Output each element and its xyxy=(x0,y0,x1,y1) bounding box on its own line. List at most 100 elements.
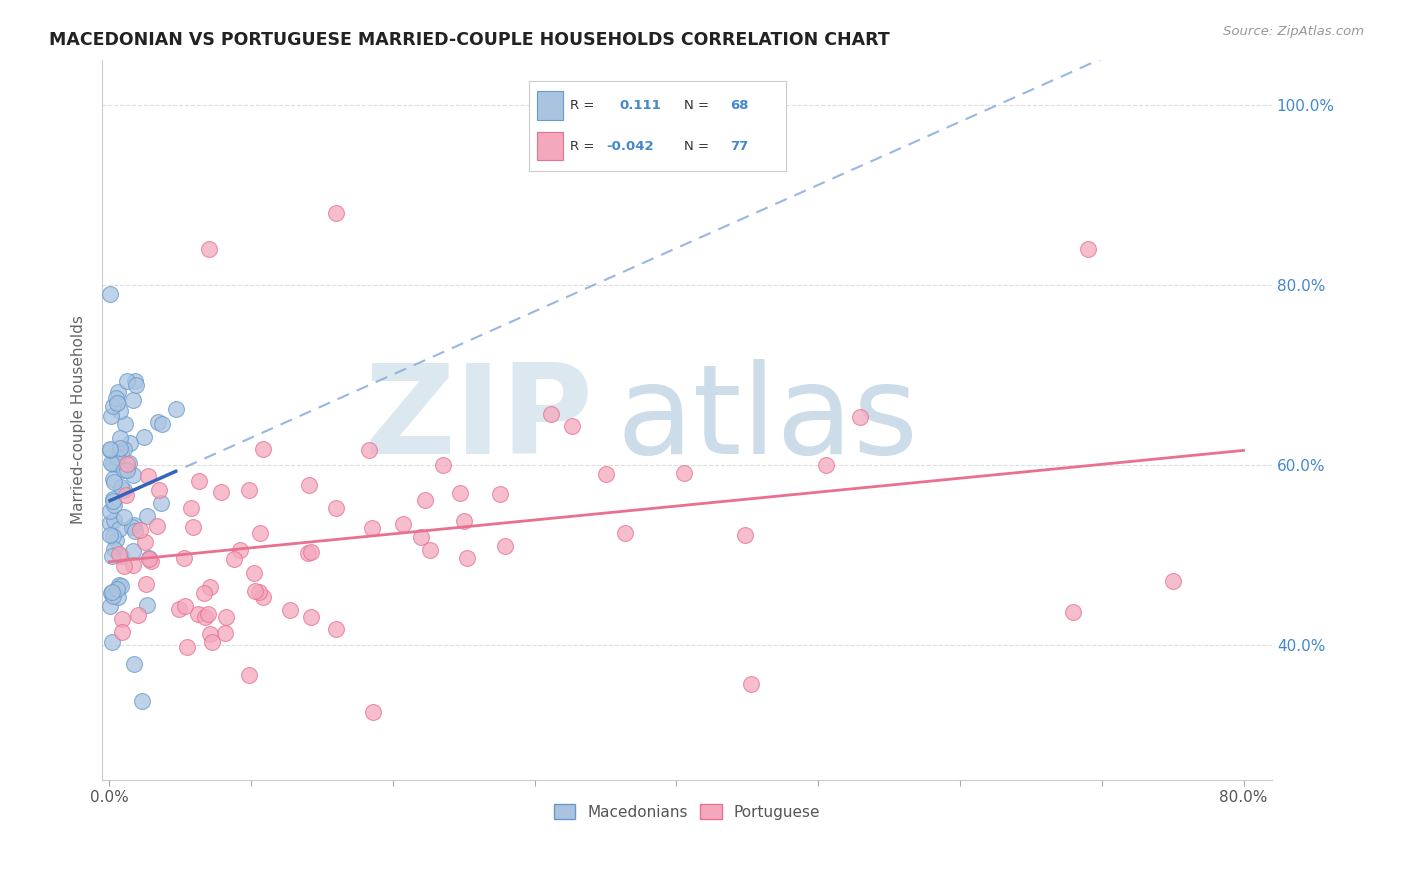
Point xyxy=(198,580,221,594)
Point xyxy=(115,457,138,471)
Text: ZIP: ZIP xyxy=(364,359,593,480)
Point xyxy=(187,607,209,622)
Point xyxy=(100,586,122,600)
Legend: Macedonians, Portuguese: Macedonians, Portuguese xyxy=(548,798,827,826)
Point xyxy=(98,442,121,457)
Point xyxy=(419,542,441,557)
Point xyxy=(121,520,143,534)
Point xyxy=(453,515,475,529)
Point xyxy=(100,442,122,457)
Point xyxy=(122,543,145,558)
Point xyxy=(105,396,128,410)
Point xyxy=(194,609,217,624)
Point xyxy=(128,524,150,538)
Point xyxy=(110,579,132,593)
Point xyxy=(108,404,131,418)
Point xyxy=(278,603,301,617)
Point xyxy=(173,551,195,566)
Point xyxy=(357,442,380,457)
Point xyxy=(815,458,838,473)
Point xyxy=(127,608,149,623)
Point xyxy=(432,458,454,472)
Point xyxy=(849,409,872,424)
Point xyxy=(115,463,138,477)
Point xyxy=(124,375,146,389)
Point xyxy=(131,693,153,707)
Point xyxy=(100,528,122,542)
Point xyxy=(1077,242,1099,256)
Point xyxy=(135,598,157,612)
Point xyxy=(124,524,146,538)
Point xyxy=(247,584,270,599)
Point xyxy=(101,589,124,603)
Point xyxy=(105,391,128,405)
Point xyxy=(411,530,433,544)
Point xyxy=(103,475,125,490)
Point xyxy=(136,468,159,483)
Point xyxy=(103,498,125,512)
Point xyxy=(176,640,198,654)
Point xyxy=(165,402,187,417)
Point xyxy=(120,435,142,450)
Point xyxy=(249,526,271,541)
Point xyxy=(229,542,252,557)
Point xyxy=(672,467,695,481)
Point xyxy=(238,667,260,681)
Point xyxy=(488,487,510,501)
Text: atlas: atlas xyxy=(617,359,920,480)
Point xyxy=(98,504,121,518)
Point xyxy=(101,493,124,508)
Point xyxy=(101,549,124,564)
Point xyxy=(98,516,121,530)
Point xyxy=(494,539,516,553)
Point xyxy=(121,558,143,572)
Point xyxy=(134,430,156,444)
Point xyxy=(734,528,756,542)
Point xyxy=(103,472,125,486)
Point xyxy=(110,446,132,460)
Point xyxy=(121,468,143,483)
Point xyxy=(141,554,163,568)
Point xyxy=(148,415,170,429)
Point xyxy=(107,547,129,561)
Point xyxy=(115,488,138,502)
Point xyxy=(413,492,436,507)
Point xyxy=(101,457,124,471)
Point xyxy=(111,625,134,640)
Point xyxy=(197,607,219,622)
Point xyxy=(325,500,347,515)
Point xyxy=(118,456,141,470)
Point xyxy=(122,518,145,533)
Point xyxy=(135,508,157,523)
Point xyxy=(98,599,121,613)
Point xyxy=(187,474,209,488)
Point xyxy=(100,409,122,423)
Point xyxy=(103,513,125,527)
Point xyxy=(148,483,170,498)
Point xyxy=(105,450,128,464)
Point xyxy=(1161,574,1184,589)
Point xyxy=(222,552,245,566)
Point xyxy=(112,463,135,477)
Point xyxy=(299,544,322,558)
Point xyxy=(98,286,121,301)
Point xyxy=(197,242,219,256)
Text: Source: ZipAtlas.com: Source: ZipAtlas.com xyxy=(1223,25,1364,38)
Point xyxy=(169,602,191,616)
Point xyxy=(115,374,138,388)
Point xyxy=(252,442,274,457)
Point xyxy=(105,533,128,547)
Y-axis label: Married-couple Households: Married-couple Households xyxy=(72,315,86,524)
Point xyxy=(150,496,173,510)
Point xyxy=(134,535,156,549)
Point xyxy=(122,657,145,671)
Point xyxy=(105,582,128,597)
Point xyxy=(135,577,157,591)
Point xyxy=(238,483,260,497)
Point xyxy=(107,578,129,592)
Point xyxy=(101,491,124,506)
Text: MACEDONIAN VS PORTUGUESE MARRIED-COUPLE HOUSEHOLDS CORRELATION CHART: MACEDONIAN VS PORTUGUESE MARRIED-COUPLE … xyxy=(49,31,890,49)
Point xyxy=(297,478,319,492)
Point xyxy=(112,483,135,498)
Point xyxy=(214,625,236,640)
